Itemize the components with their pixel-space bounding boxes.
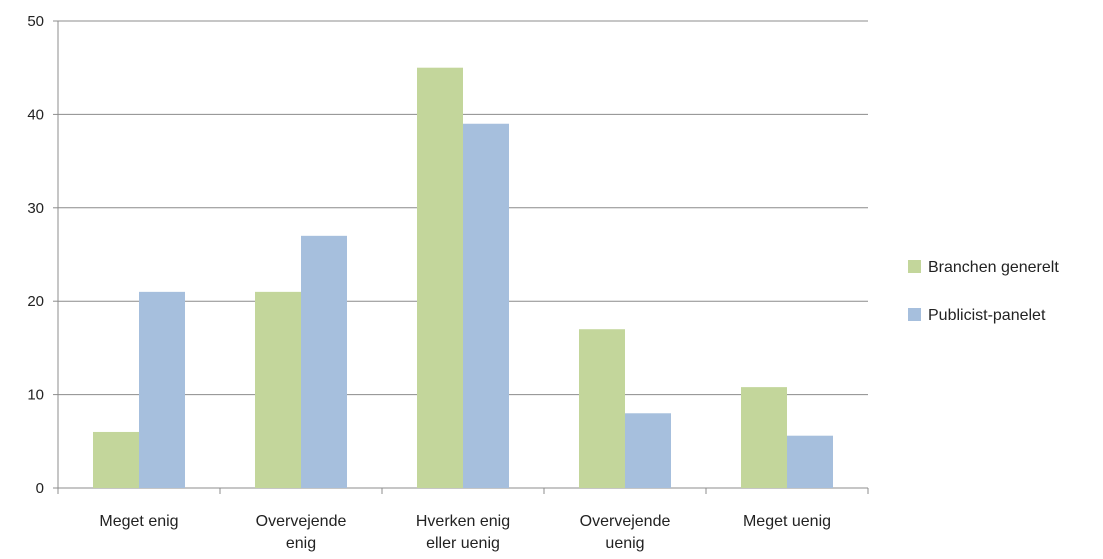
x-tick-label: Meget enig (99, 513, 178, 530)
bar (787, 435, 833, 488)
bars (93, 67, 833, 489)
bar (301, 235, 347, 488)
y-tick-label: 0 (36, 480, 44, 497)
y-tick-label: 30 (27, 200, 44, 217)
y-tick-label: 20 (27, 293, 44, 310)
x-tick-label: Overvejende uenig (580, 513, 671, 552)
bar (741, 387, 787, 488)
bar (625, 413, 671, 488)
legend: Branchen generelt Publicist-panelet (908, 259, 1059, 324)
x-tick-labels: Meget enig Overvejende enig Hverken enig ell… (99, 513, 831, 552)
bar (255, 291, 301, 488)
legend-label: Publicist-panelet (928, 307, 1046, 324)
bar (93, 431, 139, 488)
bar (463, 123, 509, 489)
legend-label: Branchen generelt (928, 259, 1059, 276)
y-tick-label: 50 (27, 13, 44, 30)
y-tick-label: 10 (27, 387, 44, 404)
y-tick-labels: 0 10 20 30 40 50 (27, 13, 44, 497)
x-tick-label: Hverken enig eller uenig (416, 513, 510, 552)
bar (139, 291, 185, 488)
x-tick-label: Overvejende enig (256, 513, 347, 552)
bar (417, 67, 463, 488)
legend-swatch (908, 260, 921, 273)
bar (579, 329, 625, 488)
y-tick-label: 40 (27, 106, 44, 123)
legend-swatch (908, 308, 921, 321)
x-tick-label: Meget uenig (743, 513, 831, 530)
